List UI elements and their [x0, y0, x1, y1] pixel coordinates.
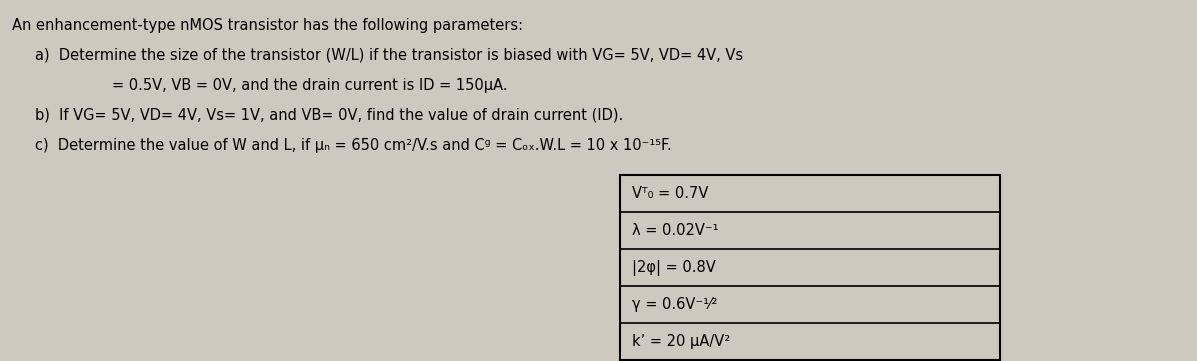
Text: c)  Determine the value of W and L, if μₙ = 650 cm²/V.s and Cᵍ = Cₒₓ.W.L = 10 x : c) Determine the value of W and L, if μₙ… — [35, 138, 672, 153]
Text: = 0.5V, VB = 0V, and the drain current is ID = 150μA.: = 0.5V, VB = 0V, and the drain current i… — [75, 78, 508, 93]
Text: Vᵀ₀ = 0.7V: Vᵀ₀ = 0.7V — [632, 186, 709, 201]
Text: An enhancement-type nMOS transistor has the following parameters:: An enhancement-type nMOS transistor has … — [12, 18, 523, 33]
Text: k’ = 20 μA/V²: k’ = 20 μA/V² — [632, 334, 730, 349]
Text: b)  If VG= 5V, VD= 4V, Vs= 1V, and VB= 0V, find the value of drain current (ID).: b) If VG= 5V, VD= 4V, Vs= 1V, and VB= 0V… — [35, 108, 624, 123]
Text: γ = 0.6V⁻¹⁄²: γ = 0.6V⁻¹⁄² — [632, 297, 717, 312]
Bar — [620, 175, 999, 360]
Text: |2φ| = 0.8V: |2φ| = 0.8V — [632, 260, 716, 275]
Text: a)  Determine the size of the transistor (W/L) if the transistor is biased with : a) Determine the size of the transistor … — [35, 48, 743, 63]
Text: λ = 0.02V⁻¹: λ = 0.02V⁻¹ — [632, 223, 718, 238]
